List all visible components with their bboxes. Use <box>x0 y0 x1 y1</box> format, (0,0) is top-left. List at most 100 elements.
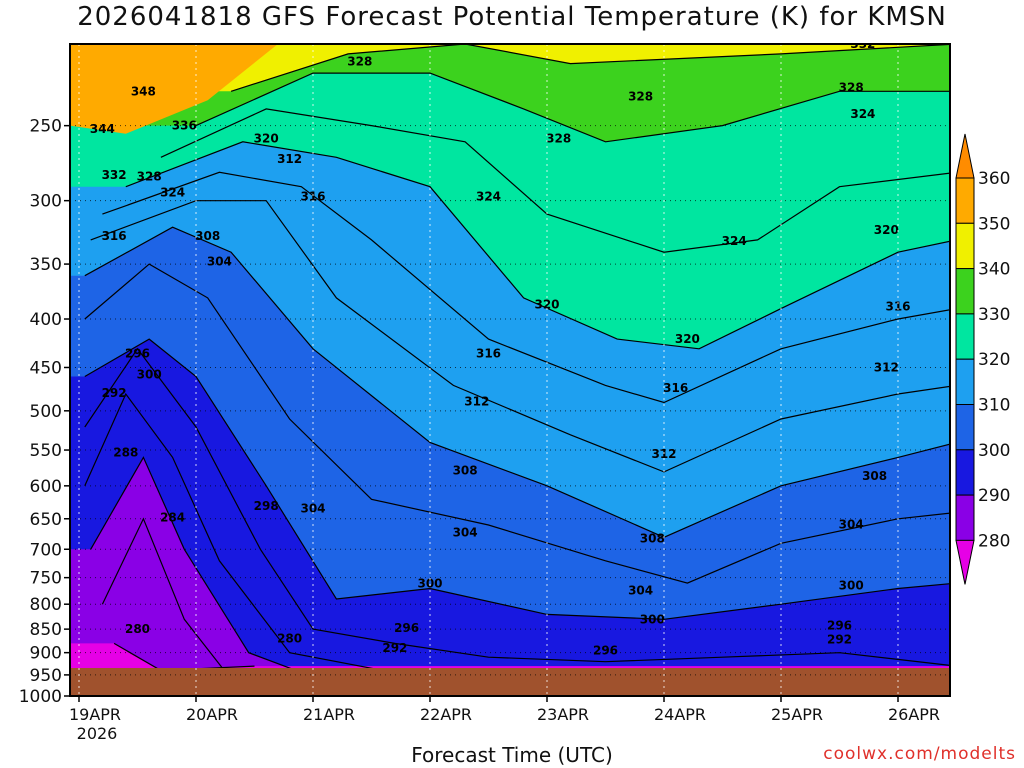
contour-label: 348 <box>131 84 156 98</box>
colorbar-tick-label: 320 <box>978 350 1010 370</box>
colorbar-segment <box>955 268 975 315</box>
contour-308 <box>84 226 950 538</box>
contour-328 <box>195 72 950 143</box>
contour-284 <box>101 517 224 668</box>
contour-label: 298 <box>254 499 279 513</box>
contour-label: 288 <box>113 445 138 459</box>
x-tick-label: 24APR <box>654 705 706 724</box>
x-axis-title: Forecast Time (UTC) <box>411 743 613 767</box>
contour-300 <box>84 338 950 620</box>
contour-label: 324 <box>850 107 875 121</box>
y-tick-label: 600 <box>30 477 62 497</box>
contour-label: 316 <box>102 229 127 243</box>
contour-label: 292 <box>382 641 407 655</box>
contour-label: 328 <box>137 170 162 184</box>
colorbar-tick-label: 340 <box>978 260 1010 280</box>
y-tick-label: 400 <box>30 310 62 330</box>
colorbar-tick-label: 310 <box>978 396 1010 416</box>
ground-fill <box>70 668 950 696</box>
colorbar-tick-label: 330 <box>978 305 1010 325</box>
colorbar-tick-label: 290 <box>978 486 1010 506</box>
contour-label: 280 <box>125 622 150 636</box>
colorbar-segment <box>955 494 975 541</box>
contour-label: 304 <box>453 525 478 539</box>
contour-label: 316 <box>300 190 325 204</box>
contour-label: 332 <box>102 168 127 182</box>
contour-296 <box>84 347 950 666</box>
contour-label: 300 <box>839 578 864 592</box>
y-tick-label: 1000 <box>19 687 62 707</box>
x-tick-label: 21APR <box>303 705 355 724</box>
colorbar-segment <box>955 449 975 496</box>
contour-label: 332 <box>850 37 875 51</box>
colorbar-segment <box>955 358 975 406</box>
y-tick-label: 950 <box>30 666 62 686</box>
contour-label: 300 <box>417 577 442 591</box>
contour-label: 284 <box>160 510 185 524</box>
contour-label: 320 <box>534 297 559 311</box>
y-tick-label: 500 <box>30 402 62 422</box>
y-tick-label: 700 <box>30 540 62 560</box>
contour-label: 280 <box>277 632 302 646</box>
contour-label: 308 <box>862 469 887 483</box>
contour-label: 296 <box>394 621 419 635</box>
band-fill-hot <box>70 44 278 134</box>
y-tick-label: 800 <box>30 595 62 615</box>
contour-label: 320 <box>874 223 899 237</box>
contour-label: 324 <box>476 190 501 204</box>
colorbar-min-arrow <box>955 539 975 585</box>
contour-304 <box>84 263 950 584</box>
contour-label: 312 <box>277 152 302 166</box>
colorbar-segment <box>955 404 975 451</box>
contour-332 <box>230 44 950 92</box>
x-tick-label: 25APR <box>771 705 823 724</box>
contour-320 <box>125 141 950 350</box>
contour-label: 328 <box>839 81 864 95</box>
contour-label: 316 <box>476 347 501 361</box>
y-tick-label: 350 <box>30 255 62 275</box>
contour-label: 300 <box>640 612 665 626</box>
contour-label: 308 <box>453 463 478 477</box>
contour-label: 300 <box>137 368 162 382</box>
contour-label: 292 <box>827 633 852 647</box>
contour-label: 328 <box>347 55 372 69</box>
contour-280 <box>113 642 255 668</box>
y-tick-label: 300 <box>30 192 62 212</box>
contour-label: 320 <box>675 332 700 346</box>
colorbar-tick-label: 300 <box>978 441 1010 461</box>
contour-label: 312 <box>874 360 899 374</box>
colorbar-segment <box>955 313 975 360</box>
colorbar-segment <box>955 177 975 224</box>
y-tick-label: 850 <box>30 620 62 640</box>
contour-label: 316 <box>885 299 910 313</box>
plot-frame <box>69 43 951 697</box>
y-tick-label: 450 <box>30 358 62 378</box>
contour-label: 316 <box>663 381 688 395</box>
contour-label: 308 <box>640 532 665 546</box>
contour-label: 308 <box>195 229 220 243</box>
y-tick-label: 550 <box>30 441 62 461</box>
contour-288 <box>90 456 292 668</box>
contour-label: 328 <box>628 90 653 104</box>
colorbar-tick-label: 360 <box>978 169 1010 189</box>
contour-label: 304 <box>300 502 325 516</box>
contour-label: 324 <box>722 234 747 248</box>
y-tick-label: 250 <box>30 117 62 137</box>
credit-text: coolwx.com/modelts <box>823 744 1016 764</box>
x-tick-label: 19APR <box>69 705 121 724</box>
contour-label: 312 <box>464 395 489 409</box>
colorbar-tick-label: 280 <box>978 531 1010 551</box>
band-fill-284 <box>70 518 223 668</box>
contour-label: 292 <box>102 386 127 400</box>
contour-324 <box>160 108 950 253</box>
contour-label: 328 <box>546 132 571 146</box>
x-tick-label: 26APR <box>888 705 940 724</box>
x-tick-label: 23APR <box>537 705 589 724</box>
contour-label: 304 <box>839 517 864 531</box>
contour-292 <box>84 392 374 668</box>
contour-label: 320 <box>254 132 279 146</box>
contour-label: 344 <box>90 122 115 136</box>
y-tick-label: 750 <box>30 569 62 589</box>
